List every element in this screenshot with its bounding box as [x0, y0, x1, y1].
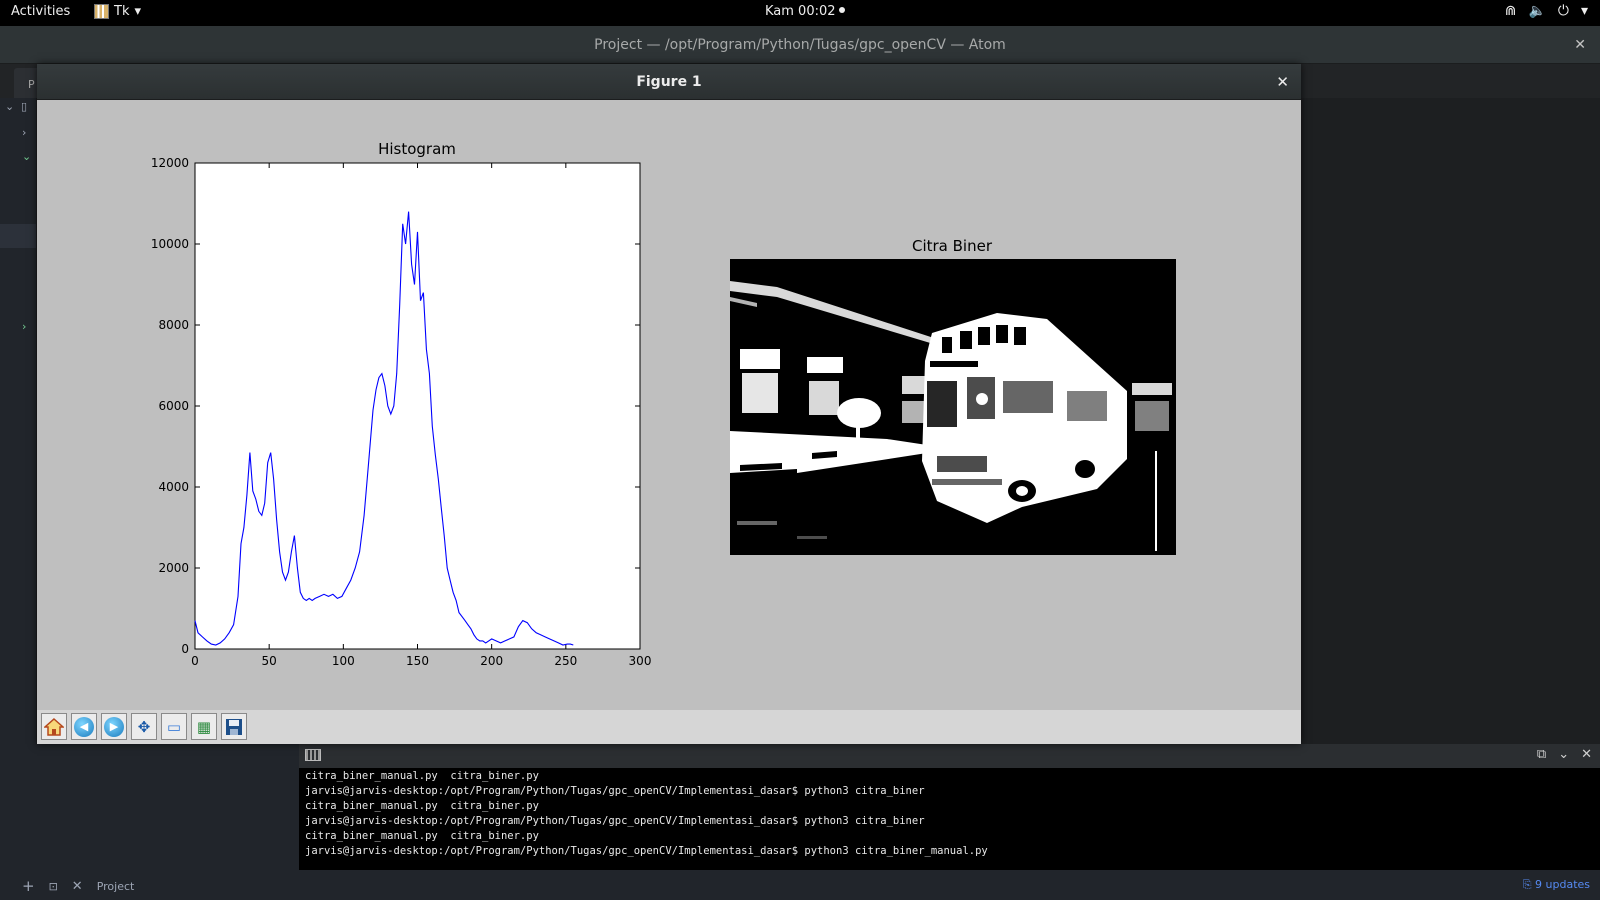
chevron-down-icon[interactable]: ⌄	[22, 150, 32, 163]
maximize-icon[interactable]: ⧉	[1536, 747, 1547, 762]
updates-badge[interactable]: ⎘ 9 updates	[1523, 878, 1590, 892]
notification-dot-icon	[838, 7, 845, 13]
back-icon-glyph: ◀	[74, 716, 94, 737]
histogram-title: Histogram	[378, 140, 456, 158]
x-tick-label: 250	[554, 654, 577, 668]
chevron-down-icon: ▾	[1580, 3, 1588, 19]
y-tick-label: 0	[181, 642, 189, 656]
keyboard-icon[interactable]	[305, 749, 321, 761]
x-tick-label: 100	[332, 654, 355, 668]
power-icon: ⏻	[1557, 3, 1569, 19]
binary-image	[730, 259, 1176, 555]
terminal-line: jarvis@jarvis-desktop:/opt/Program/Pytho…	[305, 815, 925, 827]
system-tray[interactable]: ⋒ 🔈 ⏻ ▾	[1505, 3, 1588, 19]
terminal-line: jarvis@jarvis-desktop:/opt/Program/Pytho…	[305, 845, 988, 857]
atom-close-icon[interactable]: ✕	[1574, 37, 1586, 53]
add-terminal-icon[interactable]: +	[22, 877, 35, 895]
figure-titlebar: Figure 1 ✕	[37, 64, 1301, 100]
atom-window-title: Project — /opt/Program/Python/Tugas/gpc_…	[594, 37, 1006, 53]
chevron-down-icon[interactable]: ⌄	[1558, 747, 1570, 762]
x-tick-label: 200	[480, 654, 503, 668]
terminal-line: citra_biner_manual.py citra_biner.py	[305, 800, 539, 812]
status-project-label[interactable]: Project	[96, 879, 135, 893]
atom-titlebar: Project — /opt/Program/Python/Tugas/gpc_…	[0, 26, 1600, 64]
y-tick-label: 4000	[158, 480, 189, 494]
chevron-down-icon[interactable]: ⌄	[5, 100, 15, 113]
x-tick-label: 0	[191, 654, 199, 668]
activities-button[interactable]: Activities	[11, 4, 71, 19]
y-tick-label: 10000	[151, 237, 189, 251]
chevron-down-icon: ▾	[134, 4, 142, 19]
y-tick-label: 8000	[158, 318, 189, 332]
clock[interactable]: Kam 00:02	[765, 4, 845, 19]
close-icon[interactable]: ✕	[1581, 747, 1592, 762]
terminal-line: citra_biner_manual.py citra_biner.py	[305, 830, 539, 842]
clock-label: Kam 00:02	[765, 4, 836, 19]
figure-svg: Histogram 0 50 100 150 200 250 300 0 2000 4000 600…	[151, 140, 1176, 668]
save-icon[interactable]	[221, 713, 247, 740]
figure-window: Figure 1 ✕ Histogram 0 50 100 150 200 250 300 0…	[37, 64, 1301, 744]
terminal-icon[interactable]: ⊡	[48, 879, 58, 893]
figure-close-icon[interactable]: ✕	[1276, 73, 1289, 91]
app-menu-label: Tk	[114, 4, 130, 19]
figure-title: Figure 1	[636, 74, 702, 90]
home-icon[interactable]	[41, 713, 67, 740]
tree-view: ⌄ ▯ › ⌄ ›	[0, 98, 36, 870]
y-tick-label: 2000	[158, 561, 189, 575]
chevron-right-icon[interactable]: ›	[22, 320, 27, 333]
forward-icon-glyph: ▶	[104, 716, 124, 737]
close-terminal-icon[interactable]: ✕	[71, 878, 83, 894]
y-tick-label: 6000	[158, 399, 189, 413]
terminal-line: jarvis@jarvis-desktop:/opt/Program/Pytho…	[305, 785, 925, 797]
app-menu[interactable]: Tk ▾	[94, 4, 141, 19]
updates-icon: ⎘	[1522, 878, 1532, 891]
figure-toolbar: ◀ ▶ ✥ ▭ ▦	[37, 710, 1301, 744]
terminal-line: citra_biner_manual.py citra_biner.py	[305, 770, 539, 782]
wifi-icon: ⋒	[1504, 3, 1517, 19]
x-tick-label: 50	[262, 654, 277, 668]
terminal-header: ⧉ ⌄ ✕	[299, 744, 1600, 768]
tab-label: P	[28, 78, 35, 91]
volume-icon: 🔈	[1528, 3, 1546, 19]
x-tick-label: 300	[629, 654, 652, 668]
updates-label: 9 updates	[1535, 878, 1590, 891]
tree-selected-row[interactable]	[0, 224, 36, 248]
chevron-right-icon[interactable]: ›	[22, 126, 27, 139]
pan-icon[interactable]: ✥	[131, 713, 157, 740]
gnome-top-bar: Activities Tk ▾ Kam 00:02 ⋒ 🔈 ⏻ ▾	[0, 0, 1600, 26]
y-tick-label: 12000	[151, 156, 189, 170]
home-icon-glyph	[44, 717, 64, 736]
configure-subplots-icon[interactable]: ▦	[191, 713, 217, 740]
histogram-ticks: 0 50 100 150 200 250 300 0 2000 4000 6000 8000 10000…	[151, 156, 652, 668]
status-bar: + ⊡ ✕ Project ⎘ 9 updates	[0, 870, 1600, 900]
tk-app-icon	[94, 4, 109, 19]
binary-image-title: Citra Biner	[912, 237, 993, 255]
x-tick-label: 150	[406, 654, 429, 668]
zoom-icon[interactable]: ▭	[161, 713, 187, 740]
save-icon-glyph	[226, 718, 242, 735]
editor-pane[interactable]	[1300, 98, 1600, 744]
tree-view-footer	[36, 744, 299, 870]
figure-canvas[interactable]: Histogram 0 50 100 150 200 250 300 0 2000 4000 600…	[37, 101, 1301, 710]
forward-icon[interactable]: ▶	[101, 713, 127, 740]
back-icon[interactable]: ◀	[71, 713, 97, 740]
repo-icon: ▯	[21, 100, 28, 113]
histogram-line	[194, 211, 574, 646]
